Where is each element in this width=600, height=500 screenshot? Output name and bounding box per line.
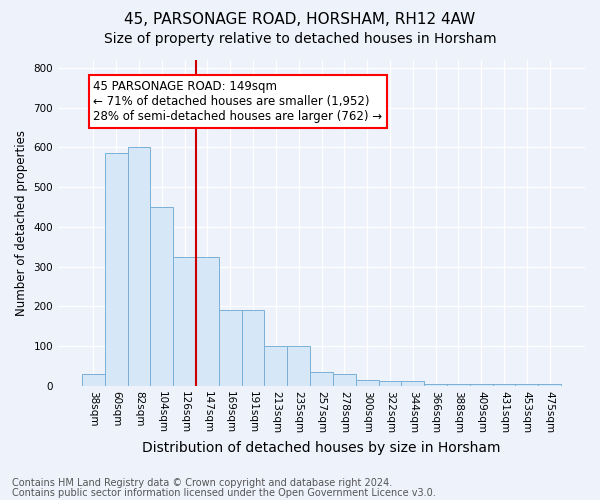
Bar	[196, 256, 219, 386]
Text: Contains public sector information licensed under the Open Government Licence v3: Contains public sector information licen…	[12, 488, 436, 498]
Bar	[219, 310, 242, 386]
Bar	[151, 207, 173, 386]
Bar	[242, 310, 265, 386]
Bar	[401, 381, 424, 386]
Bar	[515, 384, 538, 386]
Bar	[379, 381, 401, 386]
Bar	[356, 380, 379, 386]
Bar	[265, 346, 287, 386]
Text: Contains HM Land Registry data © Crown copyright and database right 2024.: Contains HM Land Registry data © Crown c…	[12, 478, 392, 488]
X-axis label: Distribution of detached houses by size in Horsham: Distribution of detached houses by size …	[142, 441, 501, 455]
Bar	[538, 384, 561, 386]
Bar	[287, 346, 310, 386]
Text: Size of property relative to detached houses in Horsham: Size of property relative to detached ho…	[104, 32, 496, 46]
Bar	[173, 256, 196, 386]
Text: 45, PARSONAGE ROAD, HORSHAM, RH12 4AW: 45, PARSONAGE ROAD, HORSHAM, RH12 4AW	[124, 12, 476, 28]
Bar	[105, 154, 128, 386]
Bar	[128, 148, 151, 386]
Bar	[82, 374, 105, 386]
Text: 45 PARSONAGE ROAD: 149sqm
← 71% of detached houses are smaller (1,952)
28% of se: 45 PARSONAGE ROAD: 149sqm ← 71% of detac…	[94, 80, 383, 123]
Y-axis label: Number of detached properties: Number of detached properties	[15, 130, 28, 316]
Bar	[493, 384, 515, 386]
Bar	[470, 384, 493, 386]
Bar	[310, 372, 333, 386]
Bar	[333, 374, 356, 386]
Bar	[424, 384, 447, 386]
Bar	[447, 384, 470, 386]
